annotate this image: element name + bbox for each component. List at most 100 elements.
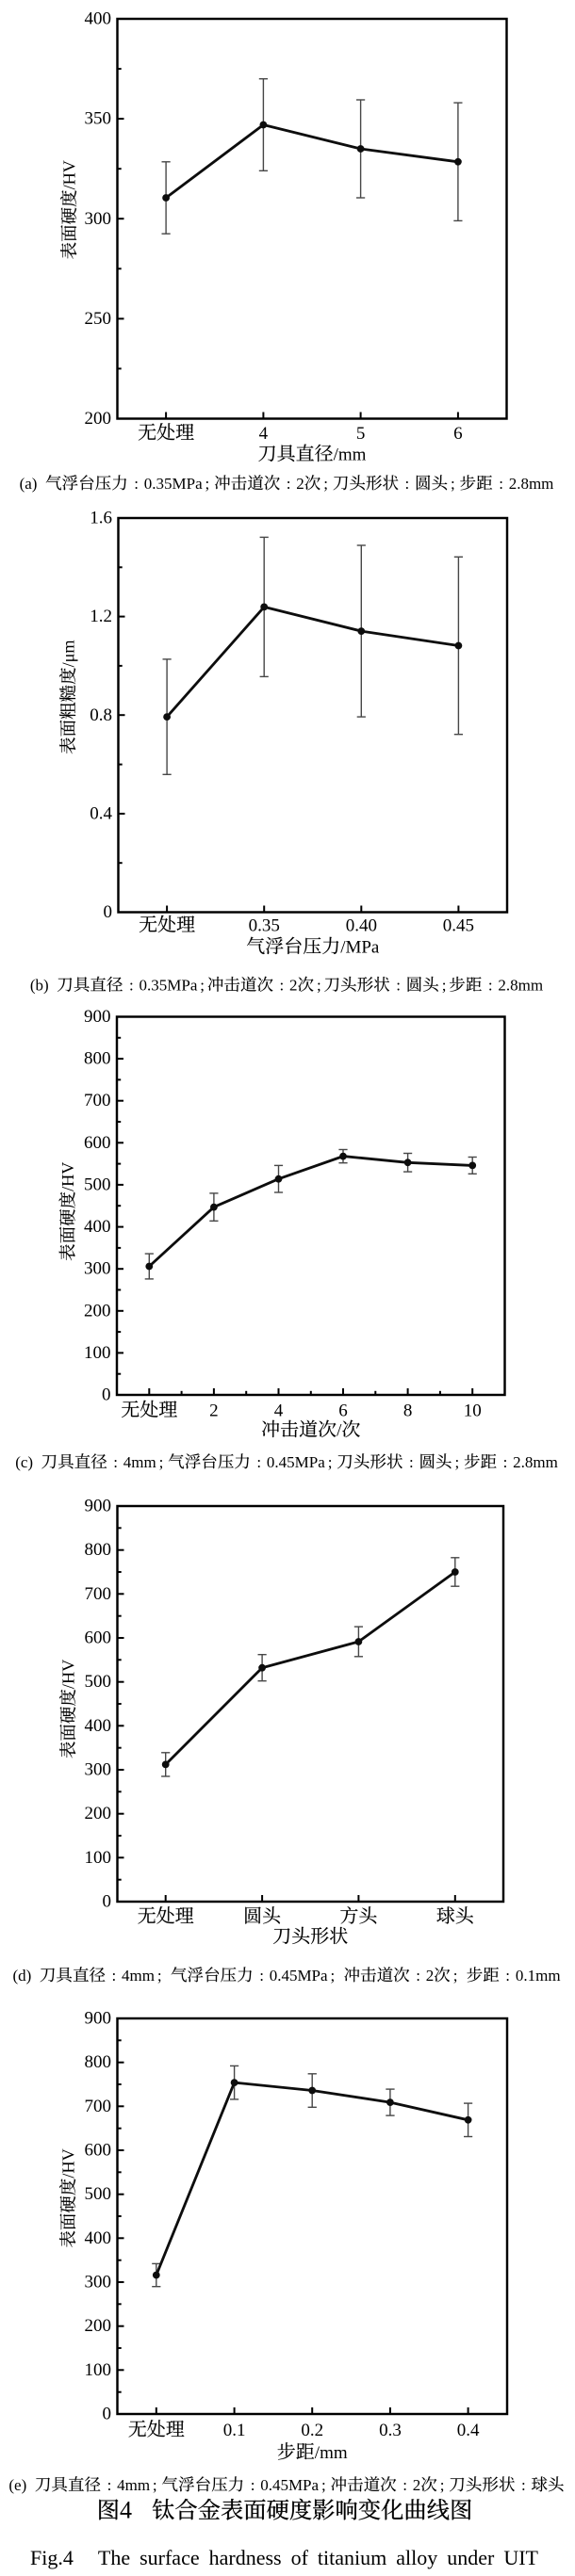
svg-text:/HV: /HV xyxy=(60,160,79,189)
svg-text::: : xyxy=(113,1453,118,1471)
svg-text::: : xyxy=(287,475,291,493)
svg-text::: : xyxy=(396,977,401,995)
svg-text:900: 900 xyxy=(85,1497,112,1516)
svg-text:0.1mm: 0.1mm xyxy=(516,1967,561,1985)
svg-text:600: 600 xyxy=(85,2141,112,2161)
svg-text:;: ; xyxy=(451,475,455,493)
svg-text:100: 100 xyxy=(85,1848,112,1868)
svg-text:300: 300 xyxy=(85,209,112,229)
svg-text:900: 900 xyxy=(84,1007,111,1027)
svg-text:;: ; xyxy=(159,1453,164,1471)
svg-text:400: 400 xyxy=(85,9,112,29)
svg-text::: : xyxy=(259,1967,264,1985)
svg-text:0: 0 xyxy=(102,1385,111,1405)
svg-text::: : xyxy=(503,1453,508,1471)
svg-text:800: 800 xyxy=(85,2052,112,2072)
svg-text::: : xyxy=(129,977,134,995)
svg-text:0: 0 xyxy=(104,902,113,922)
svg-text:2.8mm: 2.8mm xyxy=(513,1453,558,1471)
svg-text:2.8mm: 2.8mm xyxy=(509,475,554,493)
svg-text:8: 8 xyxy=(403,1401,413,1421)
svg-text::: : xyxy=(416,1967,420,1985)
svg-text:0: 0 xyxy=(103,1892,112,1912)
svg-text:500: 500 xyxy=(84,1175,111,1194)
svg-text:2: 2 xyxy=(426,1967,435,1985)
svg-text:(a): (a) xyxy=(20,475,38,493)
svg-text:/mm: /mm xyxy=(334,446,367,465)
svg-text:;: ; xyxy=(321,2476,326,2494)
svg-text:1.2: 1.2 xyxy=(90,607,112,626)
svg-text:0.3: 0.3 xyxy=(379,2421,402,2440)
svg-text:0.2: 0.2 xyxy=(301,2421,323,2440)
svg-text:;: ; xyxy=(328,1453,333,1471)
svg-text:0: 0 xyxy=(103,2405,112,2424)
svg-text::: : xyxy=(521,2476,526,2494)
svg-text:(e): (e) xyxy=(8,2476,26,2494)
svg-text:800: 800 xyxy=(84,1049,111,1069)
svg-text:1.6: 1.6 xyxy=(90,509,112,528)
svg-text:0.35MPa: 0.35MPa xyxy=(144,475,203,493)
svg-text:/μm: /μm xyxy=(59,640,78,667)
svg-text:2: 2 xyxy=(296,475,304,493)
svg-text:200: 200 xyxy=(85,2316,112,2336)
svg-text:700: 700 xyxy=(85,1584,112,1604)
svg-text::: : xyxy=(505,1967,510,1985)
svg-text:;: ; xyxy=(153,2476,157,2494)
svg-text:0.35MPa: 0.35MPa xyxy=(140,977,198,995)
svg-text:100: 100 xyxy=(85,2360,112,2380)
svg-text:;: ; xyxy=(317,977,321,995)
svg-text::: : xyxy=(112,1967,117,1985)
svg-text:400: 400 xyxy=(84,1217,111,1237)
svg-text:10: 10 xyxy=(464,1401,482,1421)
svg-text:The surface hardness of titani: The surface hardness of titanium alloy u… xyxy=(98,2546,539,2569)
svg-text::: : xyxy=(251,2476,255,2494)
svg-text:600: 600 xyxy=(85,1628,112,1648)
svg-text:;: ; xyxy=(442,977,447,995)
svg-text:300: 300 xyxy=(84,1259,111,1279)
svg-text:2.8mm: 2.8mm xyxy=(498,977,543,995)
svg-text:0.45MPa: 0.45MPa xyxy=(267,1453,325,1471)
svg-text::: : xyxy=(499,475,503,493)
svg-text:400: 400 xyxy=(85,1716,112,1736)
svg-text:0.8: 0.8 xyxy=(90,705,112,725)
svg-text:600: 600 xyxy=(84,1133,111,1153)
svg-text:4mm: 4mm xyxy=(122,1967,155,1985)
svg-text:/HV: /HV xyxy=(59,1660,78,1689)
svg-text:0.45: 0.45 xyxy=(443,916,474,936)
svg-text:700: 700 xyxy=(85,2097,112,2116)
svg-text:;: ; xyxy=(440,2476,445,2494)
svg-text:;: ; xyxy=(157,1967,162,1985)
svg-text:;: ; xyxy=(331,1967,336,1985)
svg-text:;: ; xyxy=(205,475,210,493)
svg-text:4mm: 4mm xyxy=(117,2476,150,2494)
svg-text:/mm: /mm xyxy=(315,2443,348,2463)
svg-text::: : xyxy=(402,2476,407,2494)
svg-text:4: 4 xyxy=(120,2497,132,2524)
svg-text:250: 250 xyxy=(85,309,112,329)
svg-text:5: 5 xyxy=(356,424,366,444)
svg-text::: : xyxy=(134,475,139,493)
svg-text:500: 500 xyxy=(85,2184,112,2204)
svg-text:400: 400 xyxy=(85,2228,112,2248)
svg-text:300: 300 xyxy=(85,2273,112,2292)
svg-text:6: 6 xyxy=(338,1401,348,1421)
svg-text:500: 500 xyxy=(85,1672,112,1692)
svg-text:/: / xyxy=(337,1421,342,1441)
svg-text:/MPa: /MPa xyxy=(340,938,380,958)
svg-text:2: 2 xyxy=(413,2476,421,2494)
svg-text:Fig.4: Fig.4 xyxy=(30,2546,74,2569)
svg-text:350: 350 xyxy=(85,109,112,129)
svg-text::: : xyxy=(107,2476,112,2494)
svg-text:0.4: 0.4 xyxy=(457,2421,480,2440)
svg-text:(b): (b) xyxy=(30,977,49,995)
svg-text:(c): (c) xyxy=(15,1453,33,1471)
svg-text:;: ; xyxy=(455,1453,460,1471)
svg-text:0.4: 0.4 xyxy=(90,803,112,823)
svg-text:0.35: 0.35 xyxy=(249,916,280,936)
svg-text:;: ; xyxy=(453,1967,458,1985)
svg-text:;: ; xyxy=(323,475,328,493)
svg-text:/HV: /HV xyxy=(59,2148,78,2178)
svg-text:6: 6 xyxy=(453,424,463,444)
svg-text:4mm: 4mm xyxy=(123,1453,156,1471)
svg-text:200: 200 xyxy=(84,1301,111,1320)
